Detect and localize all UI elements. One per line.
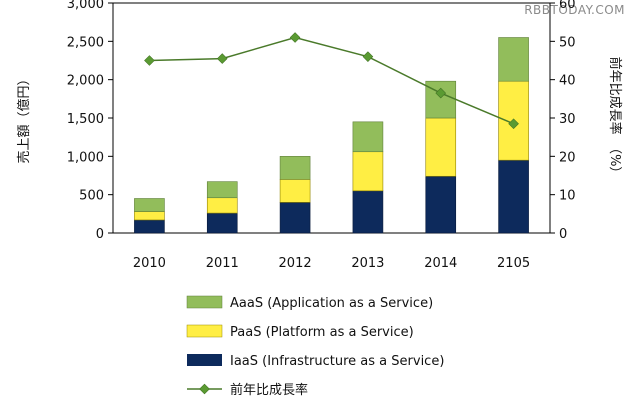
- x-tick-label: 2012: [279, 256, 312, 271]
- growth-point: [362, 51, 374, 62]
- legend-label-paas: PaaS (Platform as a Service): [230, 325, 414, 340]
- growth-point: [144, 55, 155, 66]
- y2-axis-title: 前年比成長率 （%）: [607, 57, 623, 180]
- x-tick-label: 2013: [351, 256, 384, 271]
- bar-segment-aaas: [279, 156, 311, 180]
- y-tick-label: 1,500: [67, 112, 104, 127]
- growth-point: [216, 53, 228, 64]
- legend-label-aaas: AaaS (Application as a Service): [230, 296, 433, 311]
- bar-segment-iaas: [206, 212, 238, 234]
- x-tick-label: 2014: [424, 256, 457, 271]
- x-tick-label: 2011: [206, 256, 239, 271]
- bar-segment-aaas: [352, 121, 384, 153]
- legend-swatch-aaas: [186, 295, 223, 309]
- bar-segment-aaas: [134, 198, 165, 212]
- legend-swatch-paas: [186, 324, 223, 338]
- bar-segment-paas: [352, 151, 384, 192]
- bar-segment-iaas: [352, 190, 384, 234]
- y-tick-label: 0: [96, 227, 104, 242]
- y2-tick-label: 10: [559, 189, 576, 204]
- bar-segment-aaas: [206, 181, 238, 199]
- y-tick-label: 500: [79, 189, 104, 204]
- x-tick-label: 2010: [133, 256, 166, 271]
- y-tick-label: 3,000: [67, 0, 104, 12]
- growth-point: [435, 87, 447, 99]
- plot-area: 0 500 1,000 1,500 2,000 2,500 3,000 0 10 20 30 40 50…: [67, 0, 576, 271]
- bar-segment-iaas: [134, 219, 165, 234]
- y-tick-label: 1,000: [67, 150, 104, 165]
- legend-marker-growth: [199, 383, 210, 395]
- y-tick-label: 2,000: [67, 74, 104, 89]
- bar-segment-paas: [206, 197, 238, 214]
- x-tick-label: 2105: [497, 256, 530, 271]
- bar-segment-aaas: [425, 80, 457, 119]
- watermark: RBBTODAY.COM: [524, 3, 625, 17]
- y-axis-title: 売上額（億円）: [16, 72, 32, 163]
- legend-swatch-iaas: [187, 354, 222, 366]
- legend-label-iaas: IaaS (Infrastructure as a Service): [230, 354, 444, 369]
- y2-tick-label: 60: [559, 0, 576, 12]
- bar-segment-paas: [134, 211, 165, 221]
- y2-tick-label: 0: [559, 227, 567, 242]
- legend: AaaS (Application as a Service) PaaS (Pl…: [186, 295, 444, 398]
- legend-label-growth: 前年比成長率: [230, 382, 308, 398]
- plot-frame: [112, 2, 551, 234]
- bar-segment-iaas: [425, 175, 457, 234]
- bar-segment-iaas: [279, 202, 311, 234]
- bar-segment-paas: [425, 117, 457, 177]
- growth-point: [289, 32, 301, 43]
- y2-tick-label: 50: [559, 35, 576, 50]
- growth-line: [149, 36, 514, 125]
- bar-segment-iaas: [498, 159, 529, 234]
- y-tick-label: 2,500: [67, 35, 104, 50]
- y2-tick-label: 40: [559, 74, 576, 89]
- bar-segment-paas: [279, 179, 311, 203]
- bar-segment-aaas: [498, 37, 529, 82]
- y2-tick-label: 20: [559, 150, 576, 165]
- y2-tick-label: 30: [559, 112, 576, 127]
- growth-point: [508, 118, 519, 130]
